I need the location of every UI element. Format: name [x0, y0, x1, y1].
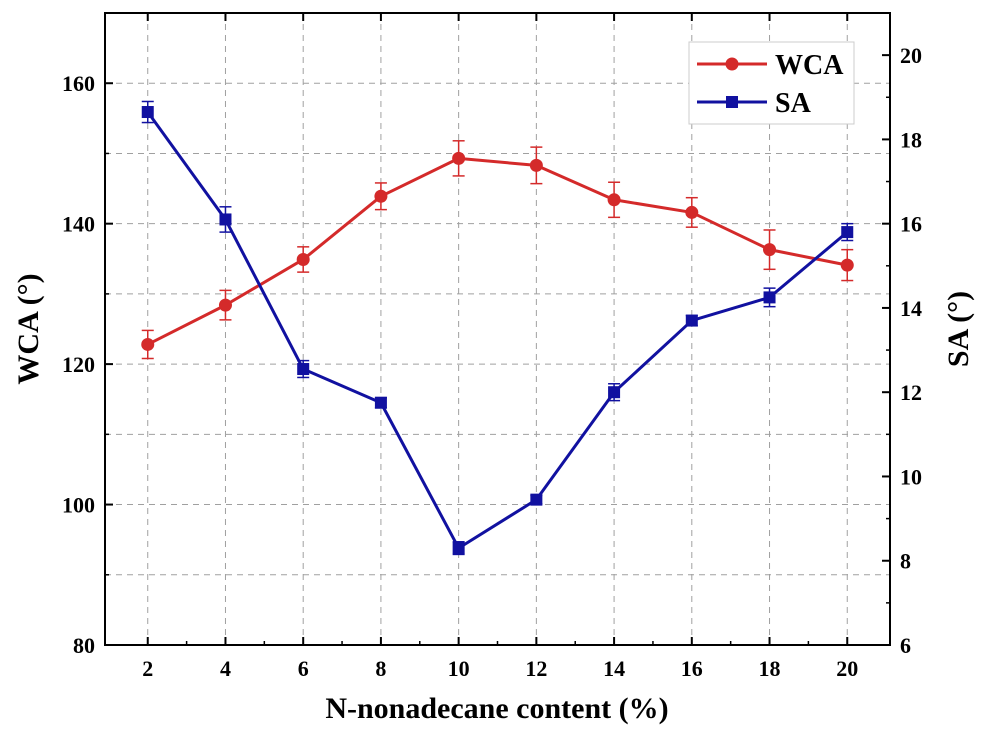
sa-line: [146, 111, 849, 550]
left-y-axis-title: WCA (°): [12, 273, 45, 384]
legend-box: [688, 41, 855, 125]
sa-point: [530, 493, 543, 506]
x-tick-label: 10: [448, 656, 470, 681]
left-y-tick-label: 160: [62, 71, 95, 96]
x-tick-label: 18: [759, 656, 781, 681]
wca-point: [218, 298, 232, 312]
wca-point: [374, 189, 388, 203]
x-tick-label: 14: [603, 656, 625, 681]
wca-line: [147, 156, 848, 346]
x-tick-label: 4: [220, 656, 231, 681]
wca-point: [607, 193, 621, 207]
right-y-tick-label: 8: [900, 549, 911, 574]
right-y-tick-label: 12: [900, 380, 922, 405]
left-y-tick-label: 80: [73, 633, 95, 658]
sa-point: [608, 386, 621, 399]
sa-point: [297, 363, 310, 376]
sa-point: [141, 106, 154, 119]
wca-point: [529, 158, 543, 172]
x-tick-label: 8: [375, 656, 386, 681]
sa-point: [374, 396, 387, 409]
legend-wca-label: WCA: [775, 50, 844, 81]
x-axis-title: N-nonadecane content (%): [325, 692, 668, 725]
left-y-tick-label: 100: [62, 493, 95, 518]
series-wca: [141, 140, 854, 360]
sa-point: [685, 314, 698, 327]
right-y-tick-label: 20: [900, 43, 922, 68]
axes: 2 4 6 8 10 12 14 16 18 20 80 100 120 140 160 6 8 10 12 14 16…: [62, 12, 922, 681]
sa-point: [452, 542, 465, 555]
right-y-tick-label: 10: [900, 464, 922, 489]
wca-point: [840, 258, 854, 272]
wca-point: [141, 337, 155, 351]
x-tick-label: 16: [681, 656, 703, 681]
legend-sa-label: SA: [775, 88, 812, 119]
right-y-tick-label: 16: [900, 212, 922, 237]
legend: WCA SA: [688, 41, 855, 125]
left-y-tick-label: 140: [62, 212, 95, 237]
right-y-tick-label: 6: [900, 633, 911, 658]
right-y-tick-label: 18: [900, 127, 922, 152]
legend-sa-marker: [726, 96, 738, 108]
series-layer: [141, 100, 854, 556]
x-tick-label: 6: [298, 656, 309, 681]
x-tick-label: 12: [525, 656, 547, 681]
wca-point: [763, 243, 777, 257]
x-tick-label: 2: [142, 656, 153, 681]
sa-point: [763, 291, 776, 304]
wca-point: [452, 151, 466, 165]
right-y-tick-label: 14: [900, 296, 922, 321]
right-y-axis-title: SA (°): [942, 291, 975, 367]
x-tick-label: 20: [836, 656, 858, 681]
sa-point: [841, 226, 854, 239]
series-sa: [141, 100, 854, 556]
wca-point: [296, 252, 310, 266]
sa-point: [219, 213, 232, 226]
legend-wca-marker: [725, 57, 739, 71]
left-y-tick-label: 120: [62, 352, 95, 377]
wca-point: [685, 205, 699, 219]
